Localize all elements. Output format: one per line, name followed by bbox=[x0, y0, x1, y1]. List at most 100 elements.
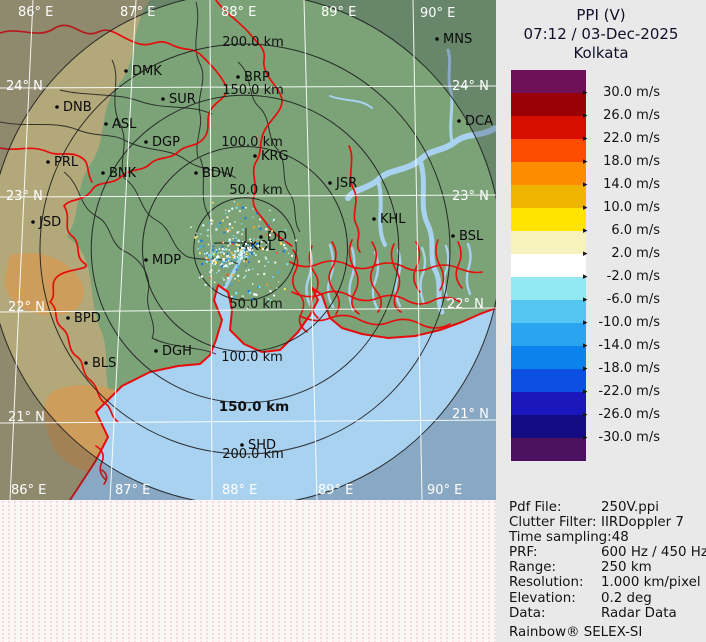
echo-pixel bbox=[232, 255, 234, 258]
echo-pixel bbox=[212, 259, 215, 262]
grid-label: 87° E bbox=[115, 483, 150, 498]
station-label: DCA bbox=[465, 114, 493, 129]
metadata-label: Range: bbox=[509, 560, 556, 576]
echo-pixel bbox=[239, 253, 242, 256]
echo-pixel bbox=[257, 273, 259, 276]
station-label: DGH bbox=[162, 344, 192, 359]
legend-color-swatch bbox=[511, 162, 586, 185]
velocity-color-legend: ▸ 30.0 m/s ▸ 26.0 m/s ▸ 22.0 m/s ▸ 18.0 m/s ▸ 14.… bbox=[496, 0, 706, 500]
red-boundary bbox=[455, 241, 463, 289]
river bbox=[329, 95, 373, 109]
echo-pixel bbox=[240, 259, 242, 261]
grid-line bbox=[209, 0, 213, 501]
legend-tick-arrow-icon: ▸ bbox=[583, 410, 588, 420]
station-dot bbox=[144, 258, 148, 262]
range-ring bbox=[193, 197, 297, 301]
district-boundary bbox=[277, 149, 301, 233]
legend-color-swatch bbox=[511, 415, 586, 438]
echo-pixel bbox=[253, 226, 256, 229]
red-boundary bbox=[289, 260, 483, 274]
legend-color-swatch bbox=[511, 254, 586, 277]
red-boundary bbox=[291, 290, 461, 305]
echo-pixel bbox=[242, 253, 244, 255]
echo-pixel bbox=[245, 260, 248, 263]
range-ring-label: 150.0 km bbox=[222, 83, 284, 98]
station-markers: DMK BRP DNB SUR ASL DGP KRG PRL BNK BDW JSR MNS DCA K… bbox=[31, 32, 493, 453]
echo-pixel bbox=[243, 253, 246, 255]
echo-pixel bbox=[246, 251, 248, 253]
echo-pixel bbox=[197, 240, 200, 243]
echo-pixel bbox=[215, 258, 218, 261]
legend-color-swatch bbox=[511, 231, 586, 254]
river bbox=[446, 48, 454, 145]
red-boundary bbox=[299, 314, 451, 329]
echo-pixel bbox=[209, 277, 211, 279]
echo-pixel bbox=[256, 242, 259, 245]
station-label: BPD bbox=[74, 311, 101, 326]
station-dot bbox=[236, 75, 240, 79]
district-boundary bbox=[195, 1, 204, 159]
district-boundary bbox=[59, 89, 213, 115]
metadata-row: Time sampling:48 bbox=[509, 530, 701, 545]
echo-pixel bbox=[267, 298, 270, 300]
echo-pixel bbox=[221, 241, 224, 244]
grid-line bbox=[0, 194, 497, 198]
echo-pixel bbox=[242, 240, 244, 243]
legend-tick-arrow-icon: ▸ bbox=[583, 272, 588, 282]
echo-pixel bbox=[211, 220, 214, 222]
echo-pixel bbox=[239, 210, 241, 212]
echo-pixel bbox=[203, 253, 206, 255]
echo-pixel bbox=[260, 246, 263, 249]
station-dot bbox=[101, 171, 105, 175]
software-brand: Rainbow® SELEX-SI bbox=[509, 624, 643, 640]
range-ring-label: 200.0 km bbox=[222, 447, 284, 462]
grid-label: 24° N bbox=[452, 79, 489, 94]
echo-pixel bbox=[228, 249, 230, 251]
station-label: MNS bbox=[443, 32, 472, 47]
echo-pixel bbox=[265, 257, 268, 260]
grid-label: 88° E bbox=[221, 5, 256, 20]
echo-pixel bbox=[233, 249, 236, 252]
legend-color-swatch bbox=[511, 369, 586, 392]
echo-pixel bbox=[251, 249, 254, 251]
range-ring-label: 200.0 km bbox=[222, 35, 284, 50]
echo-pixel bbox=[223, 231, 225, 234]
station-dot bbox=[457, 119, 461, 123]
metadata-row: Clutter Filter: IIRDoppler 7 bbox=[509, 515, 701, 530]
red-boundary bbox=[328, 241, 341, 315]
red-boundary bbox=[49, 175, 123, 423]
grid-label: 21° N bbox=[8, 410, 45, 425]
echo-pixel bbox=[216, 256, 218, 258]
echo-pixel bbox=[214, 251, 216, 253]
echo-pixel bbox=[210, 219, 213, 222]
echo-pixel bbox=[269, 209, 271, 211]
echo-pixel bbox=[225, 228, 228, 231]
echo-pixel bbox=[252, 245, 255, 248]
echo-pixel bbox=[231, 261, 234, 265]
range-ring bbox=[90, 94, 400, 404]
echo-pixel bbox=[226, 255, 229, 258]
echo-pixel bbox=[254, 237, 256, 239]
echo-pixel bbox=[225, 259, 227, 262]
echo-pixel bbox=[222, 266, 225, 268]
echo-pixel bbox=[228, 238, 231, 241]
echo-pixel bbox=[212, 264, 214, 266]
echo-pixel bbox=[233, 258, 236, 261]
grid-label: 24° N bbox=[6, 79, 43, 94]
echo-pixel bbox=[219, 222, 221, 224]
grid-label: 23° N bbox=[6, 189, 43, 204]
echo-pixel bbox=[225, 248, 228, 251]
echo-pixel bbox=[241, 233, 243, 236]
metadata-block: Pdf File: 250V.ppi Clutter Filter: IIRDoppl… bbox=[509, 500, 706, 641]
grid-label: 23° N bbox=[452, 189, 489, 204]
echo-pixel bbox=[209, 261, 211, 263]
echo-pixel bbox=[228, 240, 231, 243]
legend-color-swatch bbox=[511, 116, 586, 139]
echo-pixel bbox=[295, 239, 297, 242]
echo-pixel bbox=[247, 290, 250, 293]
echo-pixel bbox=[205, 260, 209, 263]
legend-value-label: -18.0 m/s bbox=[598, 361, 660, 376]
grid-label: 86° E bbox=[18, 5, 53, 20]
echo-pixel bbox=[274, 261, 277, 264]
